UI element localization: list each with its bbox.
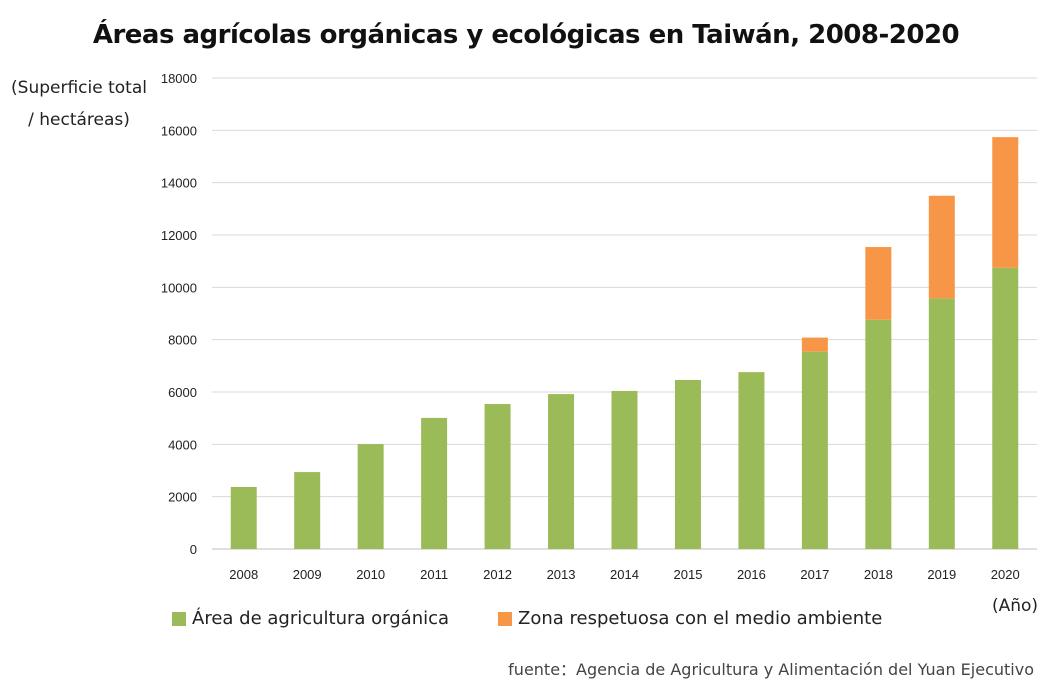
bar-eco-2018 xyxy=(865,247,892,320)
bar-organic-2019 xyxy=(928,298,955,549)
x-tick-label: 2019 xyxy=(927,567,956,582)
y-tick-label: 12000 xyxy=(161,228,197,243)
x-tick-label: 2011 xyxy=(420,567,448,582)
x-tick-label: 2009 xyxy=(293,567,322,582)
bar-organic-2020 xyxy=(992,267,1019,549)
x-tick-label: 2017 xyxy=(800,567,829,582)
x-tick-label: 2016 xyxy=(737,567,766,582)
x-tick-label: 2008 xyxy=(229,567,258,582)
bar-organic-2017 xyxy=(801,351,828,549)
legend-item-eco: Zona respetuosa con el medio ambiente xyxy=(498,608,882,629)
x-tick-label: 2010 xyxy=(356,567,385,582)
source-note: fuente：Agencia de Agricultura y Alimenta… xyxy=(508,660,1034,679)
bar-eco-2020 xyxy=(992,137,1019,268)
y-tick-label: 0 xyxy=(190,542,197,557)
bar-eco-2017 xyxy=(801,337,828,352)
legend-item-organic: Área de agricultura orgánica xyxy=(172,608,449,629)
bar-eco-2019 xyxy=(928,195,955,299)
x-tick-label: 2013 xyxy=(547,567,576,582)
chart-title: Áreas agrícolas orgánicas y ecológicas e… xyxy=(92,20,960,50)
bar-organic-2010 xyxy=(357,444,384,549)
bar-organic-2014 xyxy=(611,390,638,549)
x-tick-label: 2014 xyxy=(610,567,639,582)
y-tick-label: 4000 xyxy=(168,437,197,452)
bar-organic-2018 xyxy=(865,319,892,549)
y-tick-label: 6000 xyxy=(168,385,197,400)
y-tick-label: 2000 xyxy=(168,490,197,505)
bar-organic-2012 xyxy=(484,404,511,549)
x-tick-label: 2012 xyxy=(483,567,512,582)
y-tick-label: 16000 xyxy=(161,123,197,138)
legend-swatch-organic xyxy=(172,611,186,626)
legend-label-eco: Zona respetuosa con el medio ambiente xyxy=(518,608,883,629)
x-axis-label: (Año) xyxy=(992,596,1039,616)
y-tick-label: 8000 xyxy=(168,333,197,348)
x-tick-label: 2015 xyxy=(674,567,703,582)
y-tick-label: 18000 xyxy=(161,71,197,86)
bar-organic-2009 xyxy=(294,472,321,549)
bar-organic-2015 xyxy=(674,379,701,549)
y-tick-label: 10000 xyxy=(161,280,197,295)
legend-label-organic: Área de agricultura orgánica xyxy=(192,608,450,629)
x-tick-label: 2018 xyxy=(864,567,893,582)
y-tick-label: 14000 xyxy=(161,176,197,191)
y-axis-label: (Superficie total / hectáreas) xyxy=(11,78,147,130)
legend-swatch-eco xyxy=(498,611,512,626)
x-tick-label: 2020 xyxy=(991,567,1020,582)
bar-organic-2013 xyxy=(548,394,575,549)
bar-organic-2011 xyxy=(421,417,448,549)
bar-organic-2016 xyxy=(738,372,765,549)
bar-organic-2008 xyxy=(230,486,257,549)
